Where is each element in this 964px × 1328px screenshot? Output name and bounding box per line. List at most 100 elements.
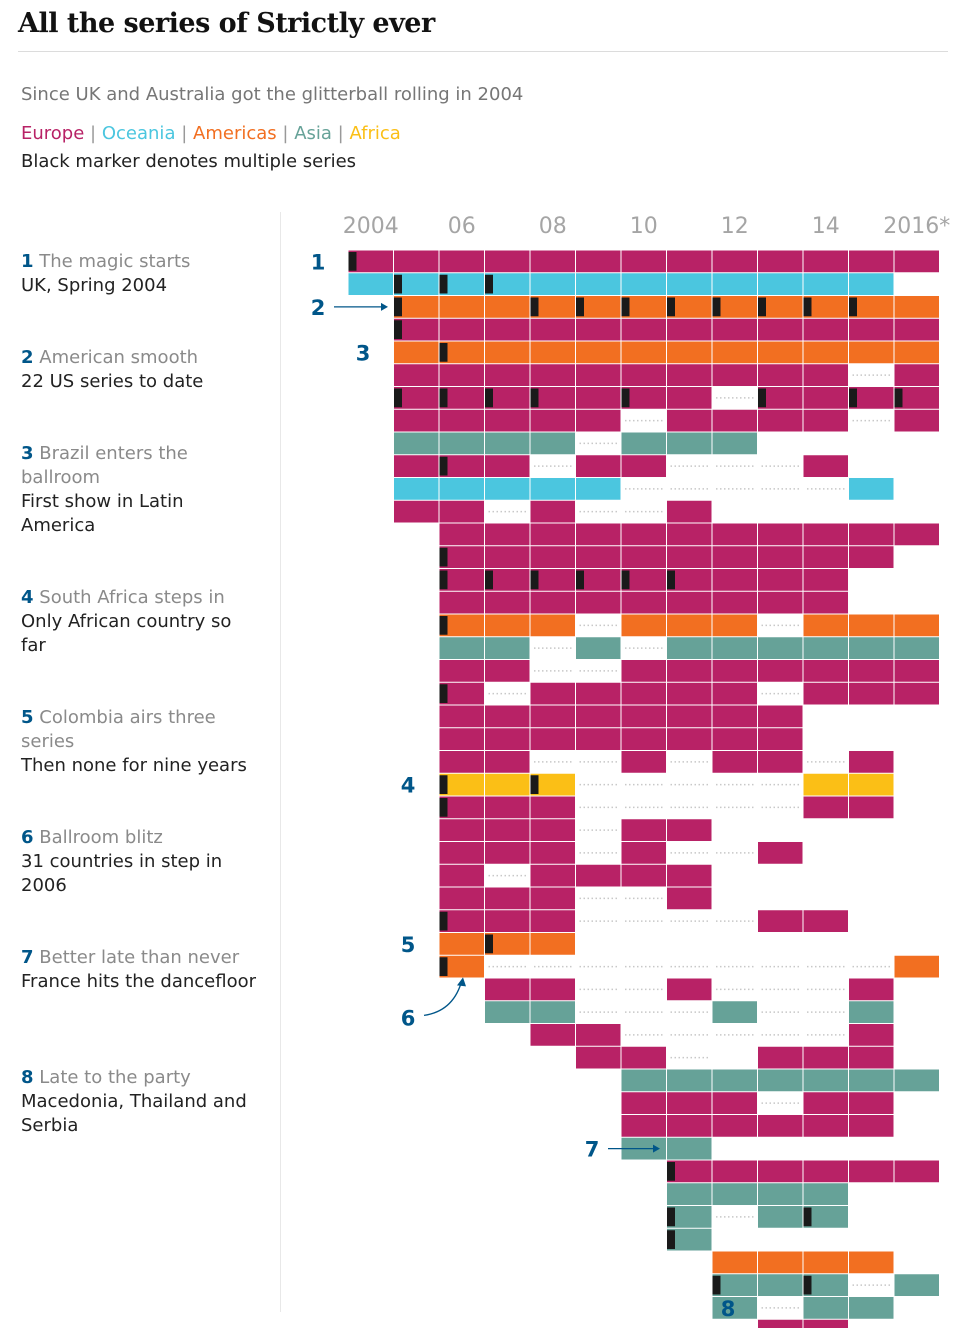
series-cell	[758, 250, 803, 273]
series-cell	[530, 432, 575, 455]
series-cell	[849, 1001, 894, 1023]
legend-asia: Asia	[294, 123, 332, 144]
series-cell	[439, 842, 484, 864]
series-cell	[667, 978, 712, 1001]
series-cell	[485, 296, 530, 318]
series-cell	[621, 864, 666, 887]
series-cell	[621, 842, 666, 864]
annotation-arrow	[423, 983, 462, 1017]
series-cell	[712, 705, 757, 728]
series-cell	[621, 682, 666, 705]
series-cell	[485, 546, 530, 568]
series-cell	[439, 523, 484, 546]
series-cell	[712, 1274, 757, 1296]
series-cell	[758, 637, 803, 659]
series-cell	[485, 409, 530, 432]
series-cell	[621, 318, 666, 341]
series-cell	[667, 273, 712, 295]
series-cell	[894, 523, 939, 546]
note-number: 3	[21, 443, 34, 464]
series-cell	[439, 478, 484, 500]
series-cell	[667, 364, 712, 386]
arrow-head	[381, 302, 388, 311]
series-cell	[394, 409, 439, 432]
legend-africa: Africa	[349, 123, 401, 144]
series-cell	[576, 864, 621, 887]
series-cell	[849, 318, 894, 341]
series-cell	[530, 819, 575, 841]
series-cell	[894, 387, 939, 409]
series-cell	[803, 296, 848, 318]
series-cell	[803, 637, 848, 659]
series-cell	[485, 250, 530, 273]
series-cell	[439, 864, 484, 887]
series-cell	[621, 728, 666, 750]
series-cell	[439, 773, 484, 796]
note-body: UK, Spring 2004	[21, 275, 168, 296]
series-cell	[712, 614, 757, 637]
multiple-series-marker	[667, 297, 675, 317]
multiple-series-marker	[439, 388, 448, 408]
multiple-series-marker	[758, 297, 766, 317]
year-tick-label: 10	[630, 214, 658, 239]
series-cell	[712, 1069, 757, 1092]
note-3: 3 Brazil enters the ballroom First show …	[21, 442, 261, 538]
multiple-series-marker	[849, 388, 857, 408]
series-cell	[621, 1115, 666, 1137]
series-cell	[621, 341, 666, 364]
year-tick-label: 06	[448, 214, 476, 239]
series-cell	[667, 637, 712, 659]
series-cell	[894, 682, 939, 705]
series-cell	[576, 318, 621, 341]
series-cell	[530, 546, 575, 568]
series-cell	[348, 273, 393, 295]
series-cell	[530, 296, 575, 318]
series-cell	[439, 591, 484, 614]
series-cell	[803, 455, 848, 477]
series-cell	[849, 773, 894, 796]
series-cell	[803, 660, 848, 682]
series-cell	[712, 1115, 757, 1137]
series-cell	[439, 569, 484, 591]
note-number: 8	[21, 1067, 34, 1088]
series-cell	[803, 546, 848, 568]
series-cell	[849, 660, 894, 682]
multiple-series-marker	[803, 1207, 812, 1227]
series-cell	[530, 1001, 575, 1023]
series-cell	[439, 318, 484, 341]
series-cell	[439, 955, 484, 978]
series-cell	[758, 364, 803, 386]
series-cell	[849, 751, 894, 773]
series-cell	[439, 637, 484, 659]
series-cell	[803, 591, 848, 614]
series-cell	[485, 341, 530, 364]
series-cell	[576, 341, 621, 364]
arrow-head	[457, 977, 466, 987]
multiple-series-marker	[621, 388, 630, 408]
year-tick-label: 2004	[343, 214, 399, 239]
series-cell	[576, 705, 621, 728]
series-cell	[621, 751, 666, 773]
series-cell	[803, 364, 848, 386]
multiple-series-marker	[758, 388, 766, 408]
column-divider	[280, 212, 281, 1312]
series-cell	[803, 614, 848, 637]
series-cell	[394, 318, 439, 341]
series-cell	[712, 1297, 757, 1319]
series-cell	[576, 409, 621, 432]
series-cell	[667, 682, 712, 705]
series-cell	[530, 842, 575, 864]
year-tick-label: 14	[812, 214, 840, 239]
series-cell	[348, 250, 393, 273]
series-cell	[439, 341, 484, 364]
multiple-series-marker	[667, 1207, 675, 1227]
series-cell	[712, 751, 757, 773]
series-cell	[667, 1115, 712, 1137]
multiple-series-marker	[439, 343, 448, 362]
series-cell	[803, 318, 848, 341]
series-cell	[894, 637, 939, 659]
series-cell	[849, 1092, 894, 1114]
series-cell	[667, 660, 712, 682]
series-cell	[758, 591, 803, 614]
series-cell	[485, 318, 530, 341]
